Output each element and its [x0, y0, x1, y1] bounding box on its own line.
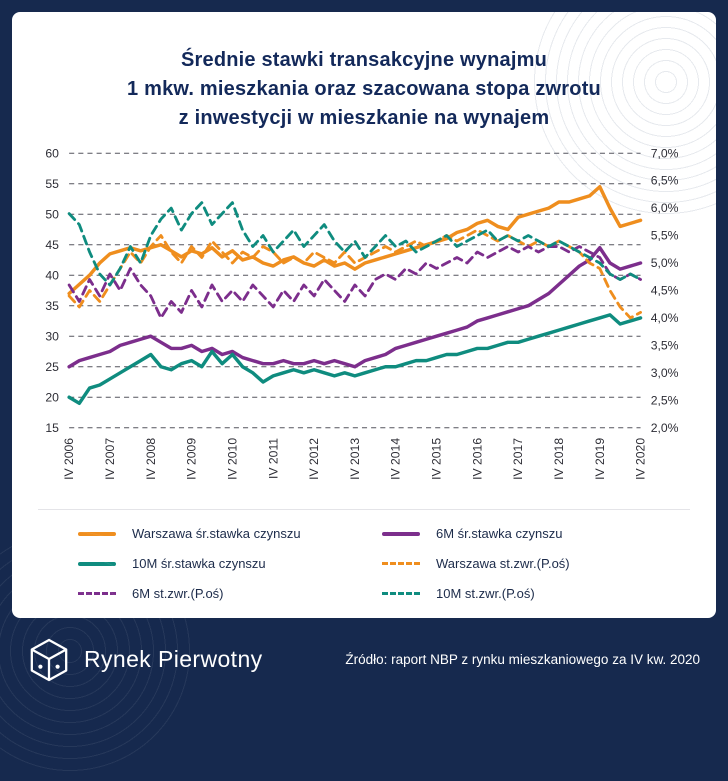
- x-axis-tick: IV 2013: [348, 438, 362, 480]
- legend-label: 10M st.zwr.(P.oś): [436, 586, 535, 601]
- x-axis-tick: IV 2015: [430, 438, 444, 480]
- legend-swatch-dashed-teal: [382, 592, 420, 595]
- x-axis-tick: IV 2017: [511, 438, 525, 480]
- left-axis-tick: 35: [45, 299, 59, 313]
- legend-swatch-solid-orange: [78, 531, 116, 536]
- page-title: Średnie stawki transakcyjne wynajmu 1 mk…: [32, 46, 696, 133]
- title-line-3: z inwestycji w mieszkanie na wynajem: [178, 107, 550, 129]
- brand-name: Rynek Pierwotny: [84, 646, 263, 672]
- title-line-1: Średnie stawki transakcyjne wynajmu: [180, 49, 548, 71]
- legend-item: 10M śr.stawka czynszu: [78, 556, 382, 571]
- left-axis-tick: 20: [45, 390, 59, 404]
- legend-swatch-dashed-orange: [382, 562, 420, 565]
- right-axis-tick: 5,5%: [651, 229, 679, 243]
- right-axis-tick: 7,0%: [651, 146, 679, 160]
- legend-swatch-solid-teal: [78, 561, 116, 566]
- x-axis-tick: IV 2011: [266, 438, 280, 479]
- x-axis-tick: IV 2016: [470, 438, 484, 480]
- left-axis-tick: 55: [45, 177, 59, 191]
- legend-divider: [38, 509, 690, 510]
- left-axis-tick: 30: [45, 329, 59, 343]
- legend-swatch-dashed-purple: [78, 592, 116, 595]
- legend-label: 10M śr.stawka czynszu: [132, 556, 266, 571]
- legend-item: 10M st.zwr.(P.oś): [382, 586, 686, 601]
- legend-label: Warszawa st.zwr.(P.oś): [436, 556, 570, 571]
- right-axis-tick: 3,0%: [651, 366, 679, 380]
- left-axis-tick: 60: [45, 146, 59, 160]
- left-axis-tick: 40: [45, 268, 59, 282]
- chart-legend: Warszawa śr.stawka czynszu 10M śr.stawka …: [12, 510, 716, 601]
- legend-label: Warszawa śr.stawka czynszu: [132, 526, 301, 541]
- series-line: [67, 201, 642, 287]
- footer: Rynek Pierwotny Źródło: raport NBP z ryn…: [0, 521, 728, 781]
- title-line-2: 1 mkw. mieszkania oraz szacowana stopa z…: [127, 78, 601, 100]
- infographic-root: { "title": { "lines": [ "Średnie stawki …: [0, 12, 728, 781]
- legend-label: 6M śr.stawka czynszu: [436, 526, 563, 541]
- x-axis-tick: IV 2019: [593, 438, 607, 480]
- x-axis-tick: IV 2012: [307, 438, 321, 480]
- x-axis-tick: IV 2014: [389, 438, 403, 480]
- right-axis-tick: 6,5%: [651, 174, 679, 188]
- legend-swatch-solid-purple: [382, 531, 420, 536]
- left-axis-tick: 25: [45, 360, 59, 374]
- left-axis-tick: 50: [45, 207, 59, 221]
- legend-column-left: Warszawa śr.stawka czynszu 10M śr.stawka …: [78, 526, 382, 601]
- brand: Rynek Pierwotny: [28, 637, 263, 683]
- legend-item: 6M st.zwr.(P.oś): [78, 586, 382, 601]
- legend-item: 6M śr.stawka czynszu: [382, 526, 686, 541]
- right-axis-tick: 4,0%: [651, 311, 679, 325]
- x-axis-tick: IV 2009: [185, 438, 199, 480]
- x-axis-tick: IV 2007: [103, 438, 117, 480]
- series-line: [67, 246, 643, 369]
- series-line: [67, 185, 643, 296]
- legend-item: Warszawa st.zwr.(P.oś): [382, 556, 686, 571]
- right-axis-tick: 5,0%: [651, 256, 679, 270]
- series-line: [67, 245, 642, 320]
- x-axis-tick: IV 2020: [634, 438, 648, 480]
- x-axis-tick: IV 2006: [62, 438, 76, 480]
- rent-rates-line-chart: 60 55 50 45 40 35 30 25 20 15 7,0% 6,5% 6,0% 5,5% 5,0%…: [45, 146, 679, 480]
- x-axis-tick: IV 2010: [225, 438, 239, 480]
- chart-card: Średnie stawki transakcyjne wynajmu 1 mk…: [12, 12, 716, 618]
- rynek-pierwotny-logo-icon: [30, 638, 68, 681]
- left-axis-tick: 15: [45, 421, 59, 435]
- right-axis-tick: 2,0%: [651, 421, 679, 435]
- right-axis-tick: 4,5%: [651, 284, 679, 298]
- right-axis-tick: 3,5%: [651, 338, 679, 352]
- source-text: Źródło: raport NBP z rynku mieszkanioweg…: [345, 652, 700, 667]
- right-axis-tick: 2,5%: [651, 393, 679, 407]
- series-line: [67, 228, 642, 320]
- x-axis-tick: IV 2008: [144, 438, 158, 480]
- legend-label: 6M st.zwr.(P.oś): [132, 586, 224, 601]
- left-axis-tick: 45: [45, 238, 59, 252]
- legend-column-right: 6M śr.stawka czynszu Warszawa st.zwr.(P.o…: [382, 526, 686, 601]
- series-line: [67, 313, 643, 406]
- legend-item: Warszawa śr.stawka czynszu: [78, 526, 382, 541]
- right-axis-tick: 6,0%: [651, 201, 679, 215]
- x-axis-tick: IV 2018: [552, 438, 566, 480]
